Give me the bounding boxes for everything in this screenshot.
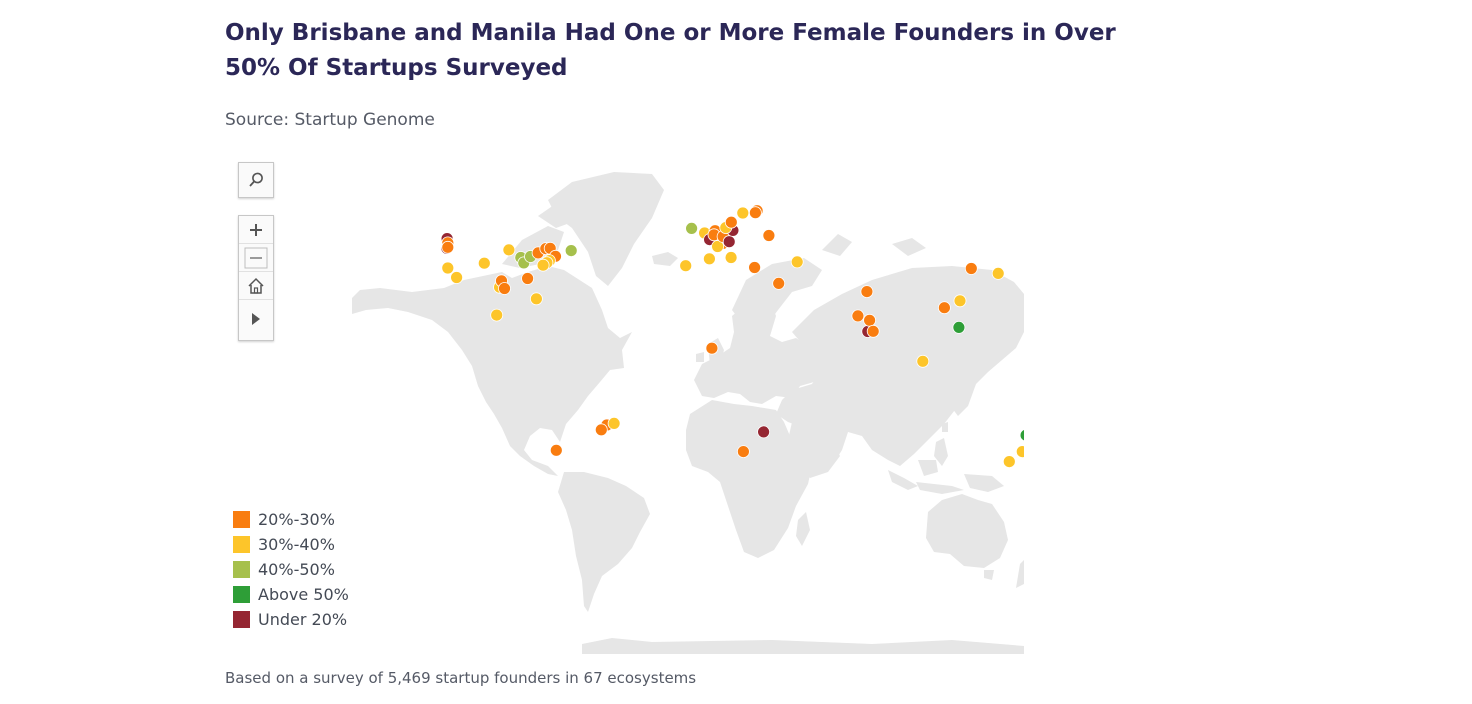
play-icon [252, 312, 260, 325]
chart-title: Only Brisbane and Manila Had One or More… [225, 20, 1116, 81]
city-marker[interactable] [724, 215, 738, 229]
land-masses [352, 172, 1024, 654]
city-marker[interactable] [536, 258, 550, 272]
legend-item[interactable]: 30%-40% [233, 532, 349, 557]
zoom-out-button[interactable] [239, 244, 273, 272]
legend-item[interactable]: Under 20% [233, 607, 349, 632]
footnote: Based on a survey of 5,469 startup found… [225, 669, 697, 687]
city-marker[interactable] [521, 272, 535, 285]
legend-label: Under 20% [258, 610, 348, 629]
city-marker[interactable] [1015, 445, 1024, 458]
city-marker[interactable] [724, 251, 738, 264]
city-marker[interactable] [772, 277, 786, 290]
city-marker[interactable] [441, 240, 455, 254]
legend-label: 40%-50% [258, 560, 335, 579]
zoom-in-button[interactable] [239, 216, 273, 244]
world-map[interactable] [352, 160, 1024, 654]
city-marker[interactable] [863, 313, 876, 327]
city-marker[interactable] [502, 243, 516, 257]
search-icon [249, 172, 263, 187]
city-marker[interactable] [748, 261, 762, 274]
city-marker[interactable] [711, 240, 725, 253]
legend-swatch [233, 511, 250, 528]
city-marker[interactable] [790, 255, 804, 269]
city-marker[interactable] [490, 308, 504, 322]
city-marker[interactable] [736, 206, 750, 220]
city-marker[interactable] [549, 443, 563, 457]
legend-label: Above 50% [258, 585, 349, 604]
city-marker[interactable] [607, 416, 621, 430]
legend-item[interactable]: 40%-50% [233, 557, 349, 582]
city-marker[interactable] [952, 320, 966, 334]
city-marker[interactable] [748, 206, 762, 220]
city-marker[interactable] [529, 292, 543, 306]
legend-label: 20%-30% [258, 510, 335, 529]
legend-swatch [233, 586, 250, 603]
city-marker[interactable] [679, 259, 693, 273]
city-markers [440, 204, 1024, 469]
map-search-button[interactable] [238, 162, 274, 198]
city-marker[interactable] [705, 341, 719, 355]
city-marker[interactable] [757, 425, 771, 439]
city-marker[interactable] [851, 309, 865, 323]
city-marker[interactable] [964, 262, 978, 275]
expand-toolbar-button[interactable] [239, 305, 273, 332]
city-marker[interactable] [953, 294, 967, 308]
city-marker[interactable] [860, 285, 874, 299]
legend-label: 30%-40% [258, 535, 335, 554]
legend-swatch [233, 536, 250, 553]
zoom-out-icon [244, 247, 268, 268]
city-marker[interactable] [498, 282, 511, 295]
home-button[interactable] [239, 272, 273, 300]
legend-swatch [233, 611, 250, 628]
city-marker[interactable] [916, 354, 930, 368]
legend-item[interactable]: Above 50% [233, 582, 349, 607]
city-marker[interactable] [564, 244, 578, 257]
legend-item[interactable]: 20%-30% [233, 507, 349, 532]
city-marker[interactable] [762, 229, 776, 242]
map-zoom-controls [238, 215, 274, 341]
source-note: Source: Startup Genome [225, 110, 435, 130]
city-marker[interactable] [991, 267, 1005, 280]
city-marker[interactable] [477, 256, 491, 270]
home-icon [248, 277, 264, 294]
city-marker[interactable] [441, 261, 455, 275]
city-marker[interactable] [1002, 455, 1016, 469]
zoom-in-icon [250, 223, 262, 236]
city-marker[interactable] [702, 252, 716, 266]
city-marker[interactable] [722, 235, 736, 249]
legend-swatch [233, 561, 250, 578]
city-marker[interactable] [594, 423, 608, 437]
city-marker[interactable] [736, 445, 750, 459]
city-marker[interactable] [938, 301, 951, 315]
city-marker[interactable] [450, 271, 463, 284]
city-marker[interactable] [866, 324, 880, 338]
legend: 20%-30% 30%-40% 40%-50% Above 50% Under … [233, 507, 349, 632]
city-marker[interactable] [1019, 429, 1024, 442]
city-marker[interactable] [685, 222, 699, 235]
